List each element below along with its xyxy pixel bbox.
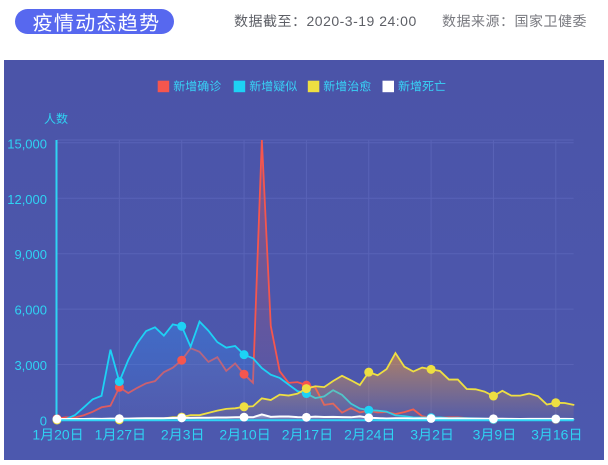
svg-text:新增治愈: 新增治愈 xyxy=(323,78,371,95)
svg-text:0: 0 xyxy=(40,411,47,430)
svg-text:3月2日: 3月2日 xyxy=(410,425,454,445)
svg-text:2月3日: 2月3日 xyxy=(161,425,205,445)
svg-text:1月20日: 1月20日 xyxy=(32,425,83,445)
svg-text:新增疑似: 新增疑似 xyxy=(249,78,297,95)
svg-text:2月24日: 2月24日 xyxy=(344,425,395,445)
svg-text:人数: 人数 xyxy=(44,110,68,127)
svg-text:3,000: 3,000 xyxy=(14,355,47,374)
svg-text:9,000: 9,000 xyxy=(14,244,47,263)
svg-text:2月17日: 2月17日 xyxy=(282,425,333,445)
svg-text:12,000: 12,000 xyxy=(7,189,47,208)
svg-text:6,000: 6,000 xyxy=(14,300,47,319)
svg-text:新增确诊: 新增确诊 xyxy=(173,78,221,95)
svg-text:新增死亡: 新增死亡 xyxy=(398,78,446,95)
svg-text:15,000: 15,000 xyxy=(7,133,47,152)
svg-text:2月10日: 2月10日 xyxy=(219,425,270,445)
svg-text:3月16日: 3月16日 xyxy=(531,425,582,445)
svg-text:1月27日: 1月27日 xyxy=(95,425,146,445)
svg-text:3月9日: 3月9日 xyxy=(473,425,517,445)
